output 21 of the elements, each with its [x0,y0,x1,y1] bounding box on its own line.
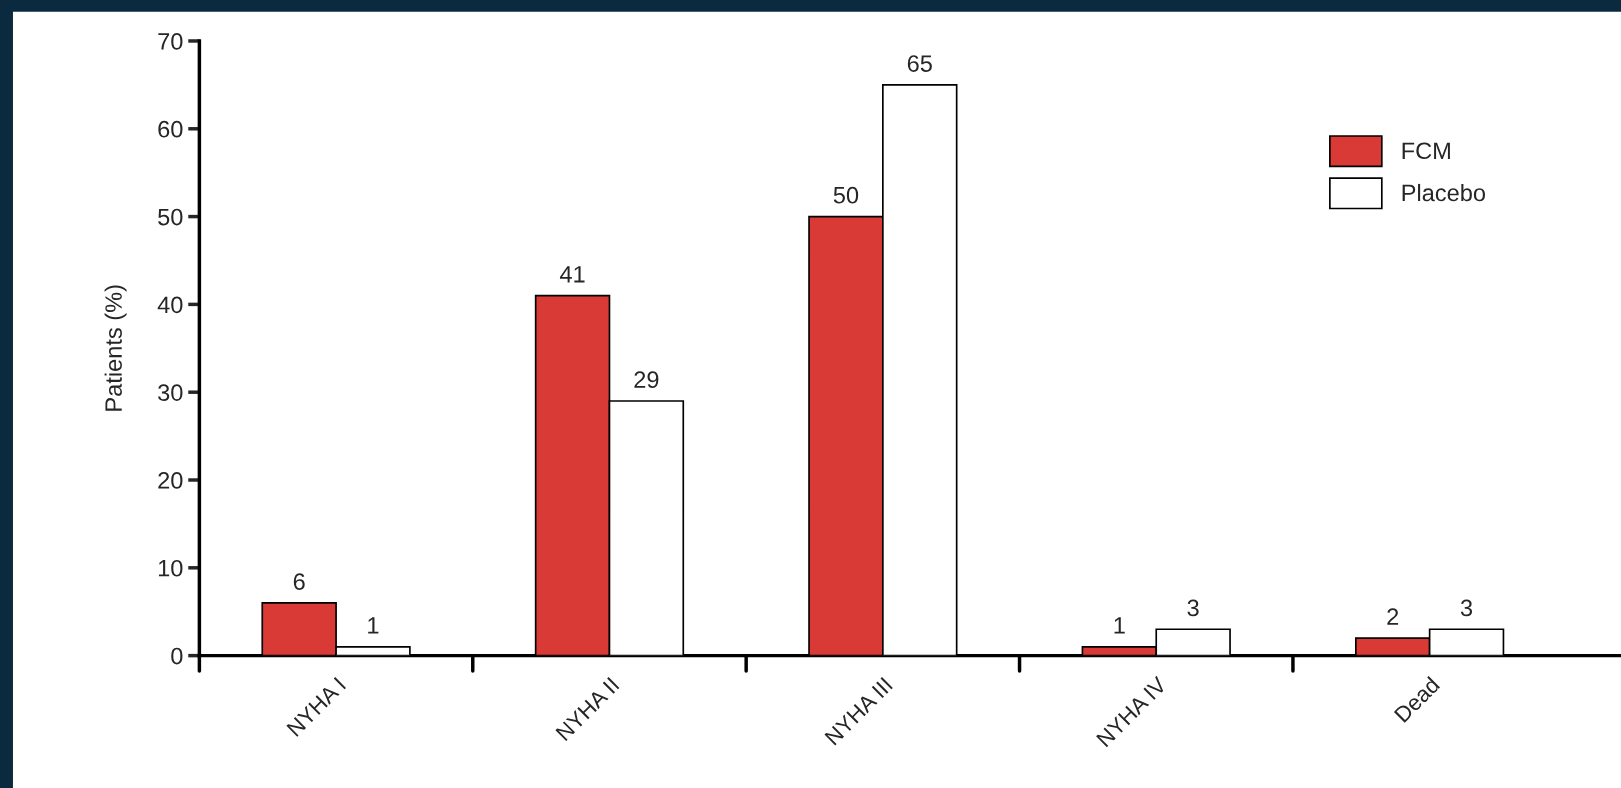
data-label: 50 [833,186,859,204]
data-label: 3 [1187,599,1199,617]
data-label: 29 [634,371,659,388]
data-label: 41 [559,266,585,283]
y-tick-label: 60 [158,120,183,138]
y-tick-label: 10 [158,559,183,577]
y-axis-title: Patients (%) [104,285,127,411]
y-tick-label: 70 [158,33,183,50]
y-tick-label: 0 [171,647,183,665]
y-tick-label: 20 [158,472,183,489]
data-label: 1 [368,617,379,634]
y-tick-label: 50 [158,208,183,226]
data-label: 65 [907,55,932,72]
data-label: 3 [1460,599,1473,617]
y-tick-label: 30 [158,384,183,401]
data-label: 1 [1114,617,1125,634]
y-tick-label: 40 [157,296,183,314]
data-label: 6 [293,573,305,590]
data-label: 2 [1387,608,1399,625]
legend-label: Placebo [1402,183,1486,202]
legend-label: FCM [1402,142,1450,160]
